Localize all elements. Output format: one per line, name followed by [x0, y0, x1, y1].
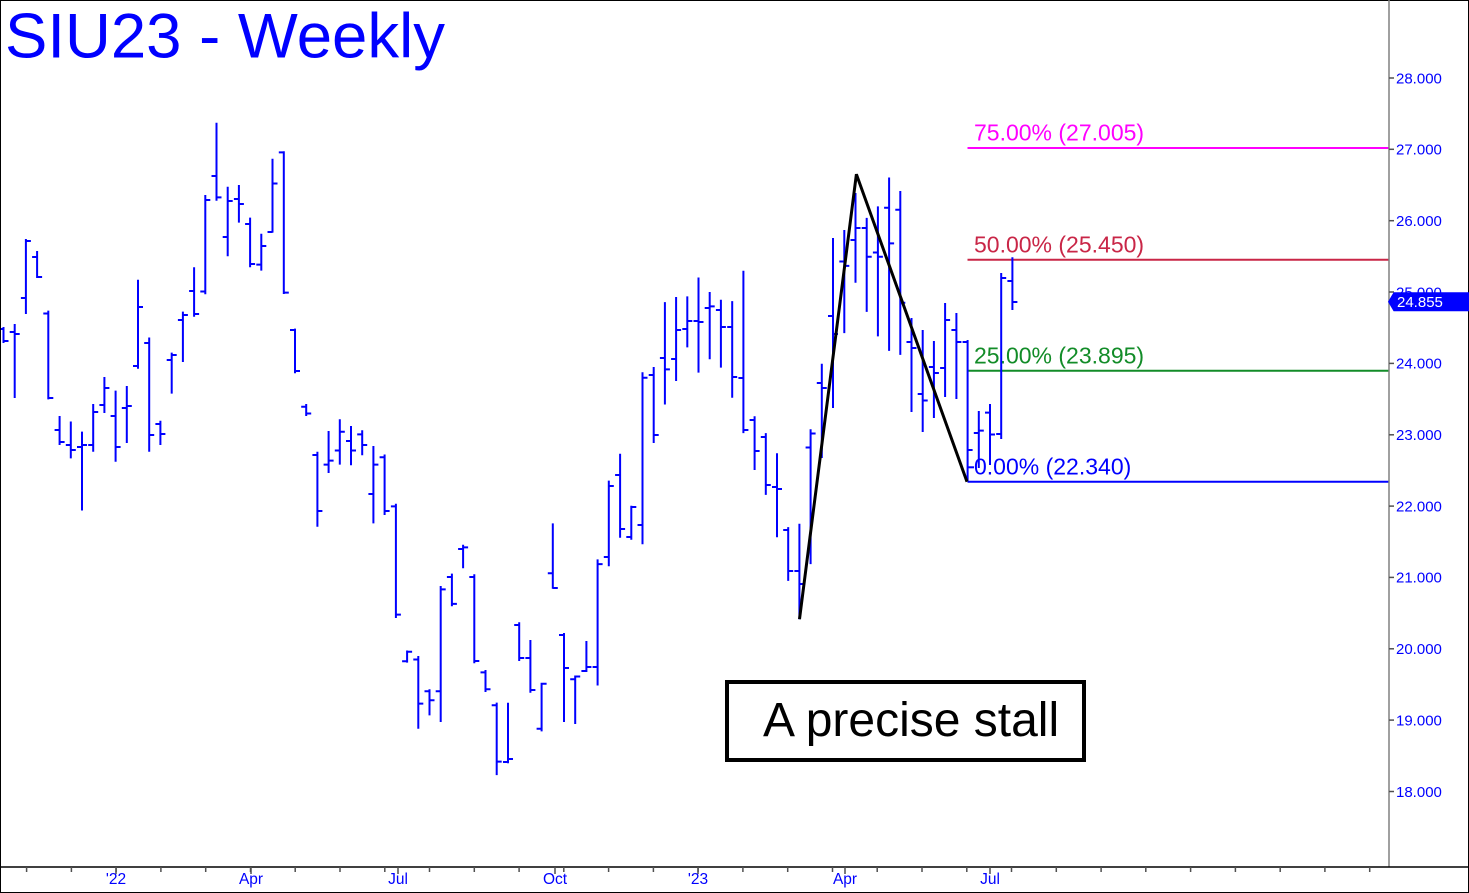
svg-text:SIU23 - Weekly: SIU23 - Weekly [5, 2, 445, 72]
svg-text:50.00% (25.450): 50.00% (25.450) [974, 231, 1144, 257]
svg-text:21.000: 21.000 [1396, 570, 1442, 587]
svg-text:24.000: 24.000 [1396, 356, 1442, 373]
svg-text:'23: '23 [688, 871, 708, 888]
svg-text:28.000: 28.000 [1396, 70, 1442, 87]
svg-text:25.00% (23.895): 25.00% (23.895) [974, 342, 1144, 368]
svg-text:0.00% (22.340): 0.00% (22.340) [974, 454, 1131, 480]
svg-text:A precise stall: A precise stall [763, 694, 1059, 747]
svg-text:'22: '22 [106, 871, 126, 888]
svg-text:Apr: Apr [239, 871, 263, 888]
svg-text:20.000: 20.000 [1396, 641, 1442, 658]
svg-text:18.000: 18.000 [1396, 784, 1442, 801]
svg-text:24.855: 24.855 [1397, 294, 1443, 311]
svg-text:75.00% (27.005): 75.00% (27.005) [974, 120, 1144, 146]
svg-text:26.000: 26.000 [1396, 213, 1442, 230]
svg-text:Jul: Jul [388, 871, 408, 888]
svg-text:23.000: 23.000 [1396, 427, 1442, 444]
svg-text:22.000: 22.000 [1396, 498, 1442, 515]
svg-text:27.000: 27.000 [1396, 142, 1442, 159]
svg-text:Oct: Oct [543, 871, 568, 888]
svg-text:19.000: 19.000 [1396, 712, 1442, 729]
svg-text:Apr: Apr [833, 871, 857, 888]
svg-text:Jul: Jul [980, 871, 1000, 888]
